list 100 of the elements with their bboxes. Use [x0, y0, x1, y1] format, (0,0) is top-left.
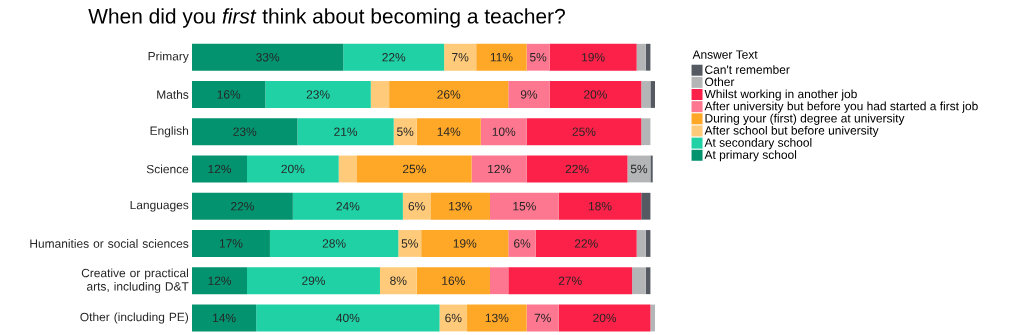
bar [526, 155, 628, 183]
data-label: 12% [208, 164, 232, 174]
data-label: 26% [437, 90, 461, 99]
bar [549, 81, 642, 108]
legend-label: After school but before university [704, 125, 879, 138]
data-label: 19% [582, 53, 605, 62]
data-label: 5% [401, 239, 418, 248]
bar [192, 192, 293, 220]
bar [192, 43, 344, 71]
data-label: 15% [513, 202, 536, 211]
bar [650, 81, 655, 108]
data-label: 20% [593, 313, 617, 323]
bar [526, 43, 550, 71]
y-tick-label: Primary [148, 51, 189, 63]
bar [370, 81, 390, 108]
legend-label: After university but before you had started a first job [704, 101, 978, 113]
bar [508, 267, 633, 295]
data-label: 21% [334, 127, 358, 136]
data-label: 22% [382, 53, 406, 62]
data-label: 16% [442, 276, 465, 285]
data-label: 6% [445, 313, 462, 323]
data-label: 7% [452, 53, 469, 62]
bar [480, 118, 527, 146]
data-label: 5% [529, 53, 547, 62]
bar [357, 155, 472, 183]
y-tick-label: Science [146, 164, 189, 174]
bar [343, 43, 445, 71]
bar [416, 118, 481, 146]
data-label: 6% [408, 202, 425, 211]
bar [650, 304, 655, 332]
data-label: 20% [584, 90, 607, 99]
data-label: 11% [490, 53, 513, 62]
bar [192, 118, 298, 146]
bar [269, 230, 399, 257]
bar [489, 267, 509, 295]
bar [297, 118, 394, 146]
bar [558, 304, 651, 332]
bar [508, 81, 550, 108]
bar [192, 155, 248, 183]
data-label: 18% [588, 202, 612, 211]
bar [641, 81, 651, 108]
bar [636, 230, 646, 257]
chart-title: When did you first think about becoming a teacher? [88, 8, 565, 28]
data-label: 6% [514, 239, 531, 248]
legend-label: At secondary school [704, 138, 812, 150]
data-label: 22% [574, 239, 598, 248]
data-label: 5% [630, 164, 648, 174]
bar [256, 304, 440, 332]
bar [389, 81, 509, 108]
bar [641, 118, 651, 146]
legend-label: Whilst working in another job [704, 89, 857, 101]
data-label: 33% [256, 53, 280, 62]
bar [192, 230, 270, 257]
bar [192, 267, 248, 295]
bar [632, 267, 646, 295]
bar [558, 192, 642, 220]
data-label: 17% [219, 239, 243, 248]
bar [292, 192, 403, 220]
data-label: 7% [534, 313, 551, 323]
legend-title: Answer Text [692, 50, 758, 59]
bar [402, 192, 431, 220]
data-label: 23% [233, 127, 257, 136]
bar [476, 43, 527, 71]
data-label: 14% [437, 127, 461, 136]
data-label: 16% [217, 90, 241, 99]
data-label: 28% [322, 239, 346, 248]
bar [338, 155, 358, 183]
data-label: 40% [336, 313, 360, 323]
y-tick-label: Other (including PE) [80, 312, 189, 324]
bar [444, 43, 477, 71]
legend-label: At primary school [704, 150, 797, 162]
bar [430, 192, 490, 220]
data-label: 20% [281, 164, 305, 174]
data-label: 25% [402, 164, 426, 174]
bar [421, 230, 509, 257]
bar [247, 155, 339, 183]
bar [192, 81, 266, 108]
bar [535, 230, 637, 257]
legend-label: During your (first) degree at university [705, 113, 905, 125]
bar [393, 118, 417, 146]
data-label: 12% [488, 164, 511, 174]
legend-label: Other [705, 77, 735, 87]
data-label: 25% [572, 127, 596, 136]
y-tick-label: English [150, 126, 189, 138]
bar [489, 192, 559, 220]
bar [526, 304, 559, 332]
bar [265, 81, 371, 108]
data-label: 24% [336, 202, 360, 211]
data-label: 23% [306, 90, 330, 99]
bar [379, 267, 417, 295]
data-label: 14% [213, 313, 236, 323]
bar [192, 304, 257, 332]
bar [467, 304, 527, 332]
data-label: 5% [397, 127, 414, 136]
data-label: 27% [558, 276, 582, 285]
y-tick-label: Creative or practical arts, including D&T [81, 268, 189, 294]
data-label: 19% [453, 239, 477, 248]
bar [471, 155, 527, 183]
data-label: 22% [231, 202, 254, 211]
data-label: 22% [565, 164, 589, 174]
